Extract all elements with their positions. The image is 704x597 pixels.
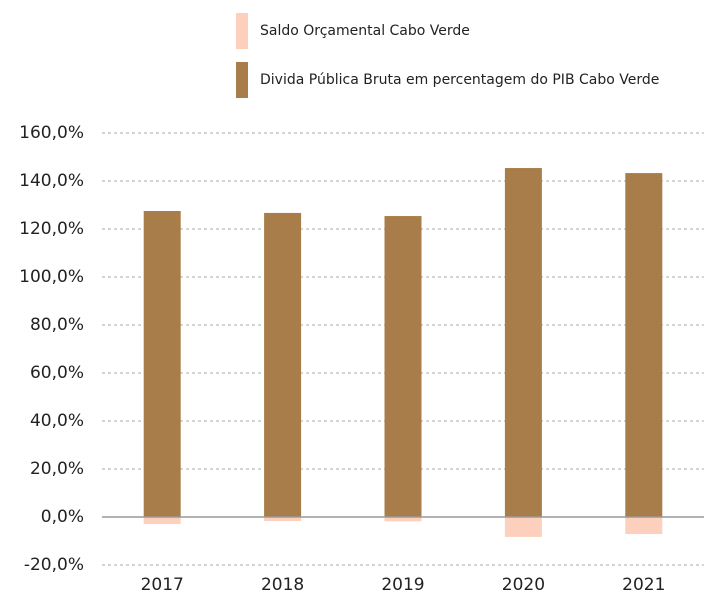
legend-label: Divida Pública Bruta em percentagem do P… — [260, 72, 659, 88]
y-tick-label: 80,0% — [30, 315, 84, 335]
x-tick-label: 2021 — [622, 575, 665, 595]
bar — [625, 173, 663, 517]
legend-swatch — [236, 13, 248, 49]
legend-swatch — [236, 62, 248, 98]
y-tick-label: 40,0% — [30, 411, 84, 431]
legend-label: Saldo Orçamental Cabo Verde — [260, 23, 470, 39]
bar — [143, 211, 181, 517]
x-tick-label: 2019 — [381, 575, 424, 595]
bar — [143, 517, 181, 524]
x-tick-label: 2018 — [261, 575, 304, 595]
bar — [384, 216, 422, 518]
y-tick-label: 20,0% — [30, 459, 84, 479]
y-tick-label: -20,0% — [24, 555, 84, 575]
bar — [264, 212, 302, 518]
bar — [384, 517, 422, 522]
bar — [264, 517, 302, 522]
bar — [504, 517, 542, 537]
y-tick-label: 140,0% — [19, 171, 84, 191]
bar — [504, 168, 542, 518]
y-tick-label: 60,0% — [30, 363, 84, 383]
y-tick-label: 100,0% — [19, 267, 84, 287]
y-tick-label: 0,0% — [41, 507, 84, 527]
x-tick-label: 2017 — [141, 575, 184, 595]
bar — [625, 517, 663, 535]
y-tick-label: 120,0% — [19, 219, 84, 239]
y-tick-label: 160,0% — [19, 123, 84, 143]
x-tick-label: 2020 — [502, 575, 545, 595]
